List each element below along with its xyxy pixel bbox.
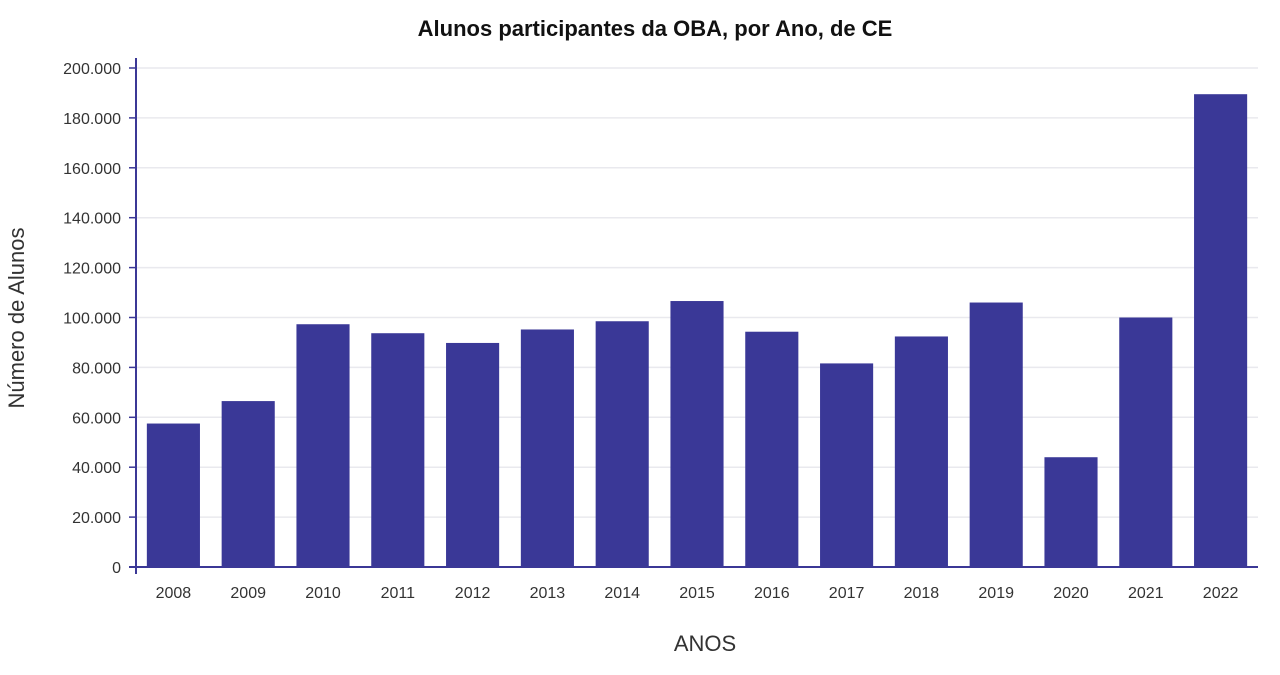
axes	[129, 58, 1258, 574]
bar-2012[interactable]	[446, 342, 500, 567]
y-tick-label: 160.000	[63, 161, 121, 178]
x-tick-label-2012: 2012	[455, 585, 491, 602]
bar-2018[interactable]	[894, 336, 948, 567]
y-tick-label: 40.000	[72, 460, 121, 477]
y-tick-label: 140.000	[63, 211, 121, 228]
bar-2008[interactable]	[146, 423, 200, 567]
x-tick-label-2008: 2008	[156, 585, 192, 602]
y-tick-label: 200.000	[63, 61, 121, 78]
bar-2016[interactable]	[745, 331, 799, 567]
y-tick-label: 100.000	[63, 311, 121, 328]
chart-title: Alunos participantes da OBA, por Ano, de…	[418, 16, 893, 41]
bar-2022[interactable]	[1194, 94, 1248, 567]
x-tick-label-2014: 2014	[604, 585, 640, 602]
x-tick-label-2017: 2017	[829, 585, 865, 602]
y-tick-label: 0	[112, 560, 121, 577]
x-tick-label-2019: 2019	[978, 585, 1014, 602]
x-tick-label-2018: 2018	[904, 585, 940, 602]
bar-2020[interactable]	[1044, 457, 1098, 567]
bar-2010[interactable]	[296, 324, 350, 567]
bar-2014[interactable]	[595, 321, 649, 567]
bar-2019[interactable]	[969, 302, 1023, 567]
y-tick-label: 60.000	[72, 410, 121, 427]
bars	[146, 94, 1248, 568]
y-tick-labels: 0 20.000 40.000 60.000 80.000 100.000 120.000 1…	[63, 61, 121, 577]
x-tick-label-2009: 2009	[230, 585, 266, 602]
y-tick-label: 20.000	[72, 510, 121, 527]
x-tick-label-2015: 2015	[679, 585, 715, 602]
y-tick-label: 120.000	[63, 261, 121, 278]
x-tick-label-2010: 2010	[305, 585, 341, 602]
bar-2009[interactable]	[221, 401, 275, 567]
x-tick-label-2022: 2022	[1203, 585, 1239, 602]
x-tick-label-2021: 2021	[1128, 585, 1164, 602]
y-tick-label: 80.000	[72, 360, 121, 377]
bar-2021[interactable]	[1119, 317, 1173, 568]
x-tick-label-2016: 2016	[754, 585, 790, 602]
x-axis-label: ANOS	[674, 631, 736, 656]
y-axis-label: Número de Alunos	[4, 228, 29, 409]
x-tick-label-2020: 2020	[1053, 585, 1089, 602]
bar-2015[interactable]	[670, 301, 724, 567]
bar-2017[interactable]	[820, 363, 874, 567]
x-tick-label-2011: 2011	[381, 585, 416, 602]
x-tick-label-2013: 2013	[530, 585, 566, 602]
bar-2011[interactable]	[371, 333, 425, 567]
bar-2013[interactable]	[520, 329, 574, 567]
y-tick-label: 180.000	[63, 111, 121, 128]
x-tick-labels: 2008 2009 2010 2011 2012 2013 2014 2015 2016 2017…	[156, 585, 1239, 602]
